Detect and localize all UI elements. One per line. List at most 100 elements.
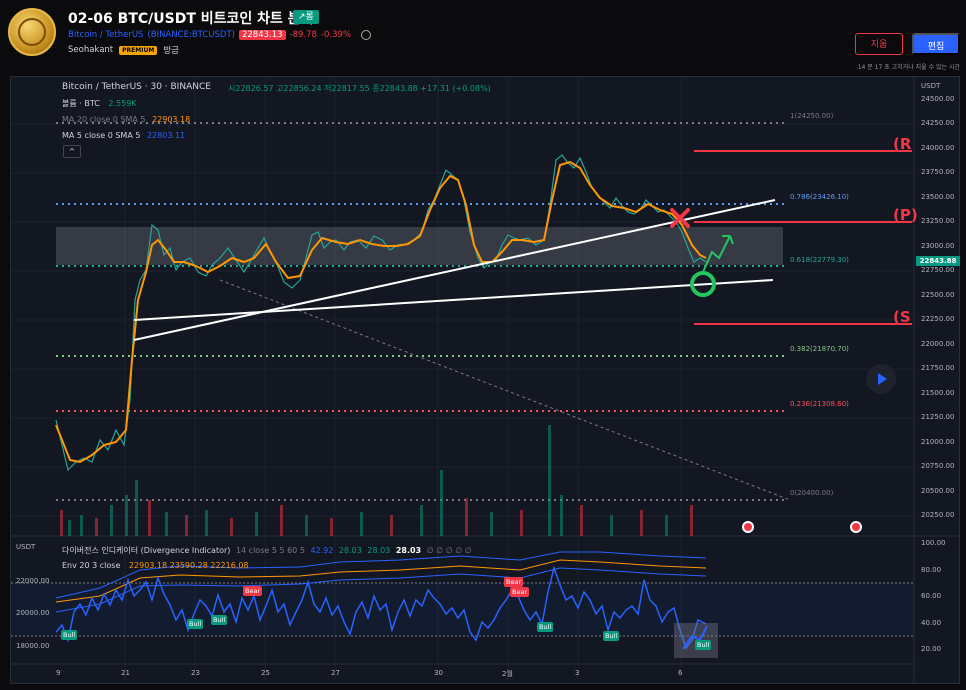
time-tick: 21 — [121, 669, 130, 677]
time-tick: 23 — [191, 669, 200, 677]
price-tick: 23250.00 — [921, 217, 955, 225]
time-tick: 2월 — [502, 670, 513, 678]
current-price-tag: 22843.88 — [916, 256, 960, 266]
bear-tag: Bear — [504, 577, 524, 587]
indicator-legend[interactable]: 다이버전스 인디케이터 (Divergence Indicator) 14 cl… — [62, 545, 472, 556]
env-upper — [55, 559, 707, 603]
time-tick: 6 — [678, 669, 683, 677]
event-flag-icon[interactable] — [742, 521, 754, 533]
fib-label-0236: 0.236(21308.60) — [790, 400, 849, 408]
fib-levels[interactable] — [56, 122, 785, 501]
author-name[interactable]: Seohakant — [68, 45, 114, 55]
level-label-p: (P) — [893, 206, 918, 224]
volume-legend: 볼륨 · BTC 2.559K — [62, 98, 137, 109]
price-change-pct: -0.39% — [320, 30, 352, 40]
edit-time-note: 14 분 17 초 고치거나 지울 수 있는 시간 — [857, 64, 960, 71]
price-tick: 24250.00 — [921, 119, 955, 127]
price-tick: 21250.00 — [921, 413, 955, 421]
price-tick: 24000.00 — [921, 144, 955, 152]
symbol-link[interactable]: Bitcoin / TetherUS — [68, 30, 144, 40]
support-trendline[interactable] — [133, 279, 774, 321]
bear-tag: Bear — [510, 587, 530, 597]
price-tick: 22250.00 — [921, 315, 955, 323]
price-axis-unit: USDT — [921, 82, 941, 90]
indicator-left-tick: 18000.00 — [16, 642, 50, 650]
bull-tag: Bull — [211, 615, 228, 625]
volume-bars — [60, 425, 693, 536]
symbol-info: Bitcoin / TetherUS (BINANCE:BTCUSDT) 228… — [68, 30, 372, 40]
bull-tag: Bull — [61, 630, 78, 640]
price-tick: 22000.00 — [921, 340, 955, 348]
price-tick: 20750.00 — [921, 462, 955, 470]
rising-trendline[interactable] — [133, 199, 776, 341]
indicator-left-tick: 22000.00 — [16, 577, 50, 585]
indicator-empty-values: ∅ ∅ ∅ ∅ ∅ — [426, 546, 472, 555]
fib-label-0618: 0.618(22779.30) — [790, 256, 849, 264]
indicator-right-tick: 100.00 — [921, 539, 946, 547]
ma5-label: MA 5 close 0 SMA 5 — [62, 131, 141, 140]
price-tick: 20500.00 — [921, 487, 955, 495]
time-tick: 30 — [434, 669, 443, 677]
bull-tag: Bull — [695, 640, 712, 650]
price-tick: 24500.00 — [921, 95, 955, 103]
indicator-value: 28.03 — [367, 546, 391, 555]
price-tick: 22750.00 — [921, 266, 955, 274]
indicator-right-tick: 80.00 — [921, 566, 942, 574]
play-icon[interactable] — [866, 364, 896, 394]
fib-label-0382: 0.382(21870.70) — [790, 345, 849, 353]
price-tick: 22500.00 — [921, 291, 955, 299]
time-ago: 방금 — [163, 46, 179, 56]
fib-label-1: 1(24250.00) — [790, 112, 834, 120]
env-mid — [55, 551, 707, 599]
edit-button[interactable]: 편집 — [912, 33, 960, 55]
fib-label-0786: 0.786(23426.10) — [790, 193, 849, 201]
price-tick: 21000.00 — [921, 438, 955, 446]
rsi-series — [55, 565, 707, 650]
delete-button[interactable]: 지움 — [855, 33, 903, 55]
time-tick: 25 — [261, 669, 270, 677]
bull-tag: Bull — [187, 619, 204, 629]
ma20-value: 22903.18 — [152, 115, 191, 124]
author-avatar-icon[interactable] — [8, 8, 56, 56]
indicator-arrow[interactable] — [682, 625, 708, 650]
price-tick: 21500.00 — [921, 389, 955, 397]
ma5-legend: MA 5 close 0 SMA 5 22803.11 — [62, 131, 185, 140]
bull-tag: Bull — [603, 631, 620, 641]
price-tick: 23750.00 — [921, 168, 955, 176]
ma5-value: 22803.11 — [146, 131, 186, 140]
indicator-right-tick: 20.00 — [921, 645, 942, 653]
ma-line — [55, 160, 707, 464]
indicator-right-tick: 40.00 — [921, 619, 942, 627]
indicator-params: 14 close 5 5 60 5 — [235, 546, 305, 555]
idea-title: 02-06 BTC/USDT 비트코인 차트 분석 — [68, 11, 314, 27]
range-box[interactable] — [56, 227, 783, 265]
long-badge: ↗롱 — [293, 10, 319, 24]
env-legend[interactable]: Env 20 3 close 22903.18 23590.28 22216.0… — [62, 561, 249, 570]
alarm-icon[interactable] — [361, 30, 372, 40]
indicator-right-tick: 60.00 — [921, 592, 942, 600]
premium-badge: PREMIUM — [119, 45, 158, 55]
fib-label-0: 0(20400.00) — [790, 489, 834, 497]
indicator-band — [11, 583, 914, 636]
chart-legend-title[interactable]: Bitcoin / TetherUS · 30 · BINANCE — [62, 82, 211, 92]
price-change: -89.78 — [289, 30, 317, 40]
env-values: 22903.18 23590.28 22216.08 — [128, 561, 249, 570]
indicator-left-tick: 20000.00 — [16, 609, 50, 617]
collapse-legend-button[interactable]: ^ — [63, 145, 81, 158]
indicator-title: 다이버전스 인디케이터 (Divergence Indicator) — [62, 546, 231, 555]
volume-label: 볼륨 · BTC — [62, 99, 100, 108]
author-info: Seohakant PREMIUM 방금 — [68, 44, 179, 56]
circle-mark-icon[interactable] — [690, 271, 716, 297]
indicator-axis-unit: USDT — [16, 543, 36, 551]
event-flag-icon[interactable] — [850, 521, 862, 533]
exchange-link[interactable]: (BINANCE:BTCUSDT) — [147, 30, 235, 40]
arrow-up-icon[interactable] — [702, 235, 734, 273]
time-tick: 3 — [575, 669, 580, 677]
time-tick: 27 — [331, 669, 340, 677]
price-tick: 21750.00 — [921, 364, 955, 372]
ma20-label: MA 20 close 0 SMA 5 — [62, 115, 146, 124]
x-mark-icon[interactable] — [670, 208, 690, 228]
volume-value: 2.559K — [108, 99, 137, 108]
header: 02-06 BTC/USDT 비트코인 차트 분석 ↗롱 Bitcoin / T… — [0, 0, 966, 76]
